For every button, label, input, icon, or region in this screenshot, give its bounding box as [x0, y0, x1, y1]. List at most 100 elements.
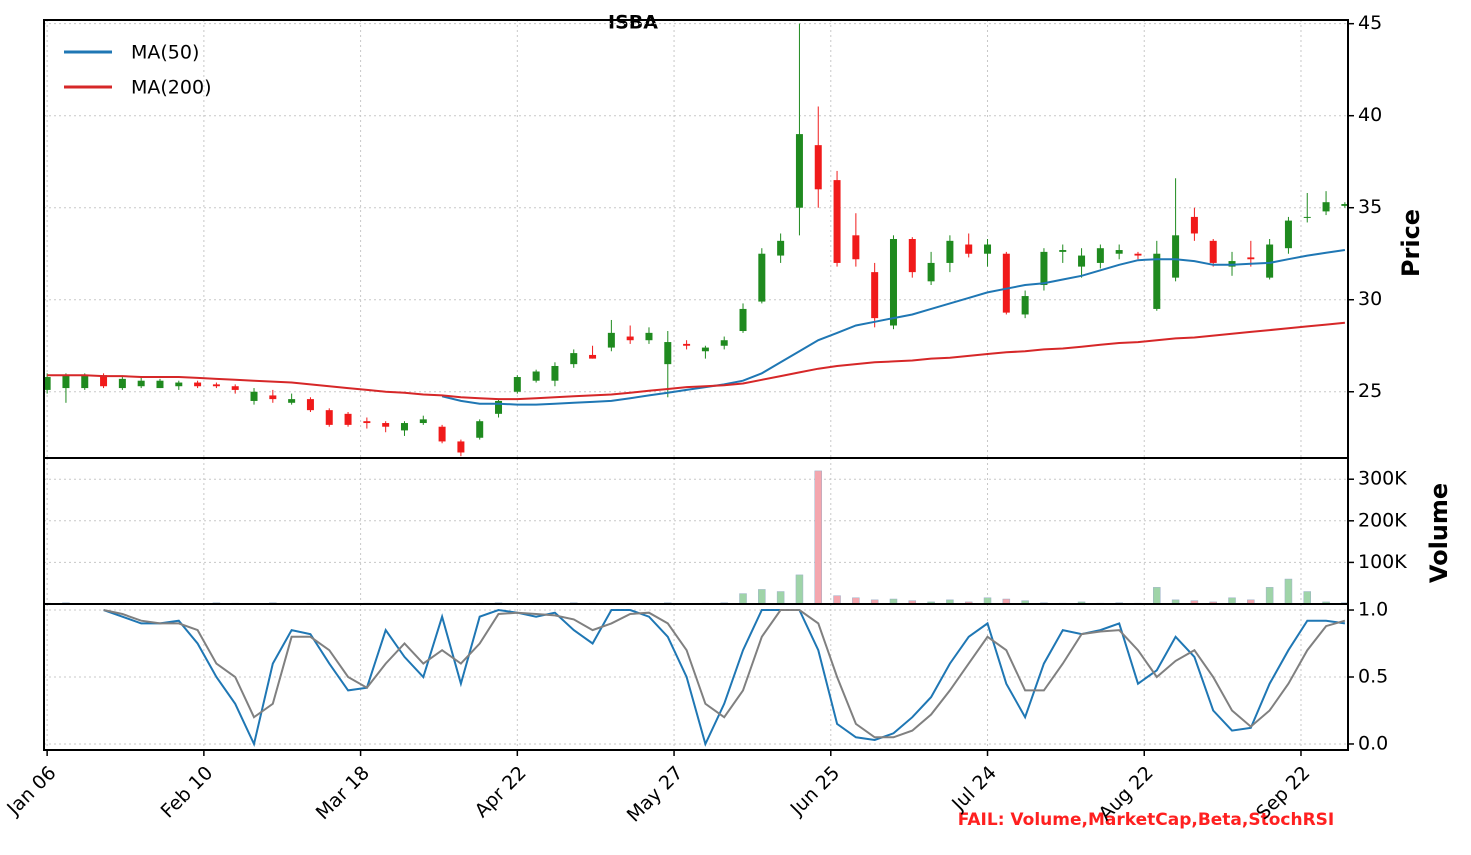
- y-tick-label: 35: [1358, 196, 1382, 218]
- x-tick-label: May 27: [623, 762, 688, 827]
- volume-bar: [758, 589, 766, 605]
- candle-body: [137, 380, 145, 387]
- y-tick-label: 200K: [1358, 509, 1407, 531]
- candle-body: [344, 413, 352, 425]
- candle-body: [156, 380, 164, 389]
- x-tick-label: Jan 06: [2, 762, 60, 820]
- line-series: [103, 609, 1346, 739]
- candle-body: [795, 134, 803, 208]
- y-tick-label: 40: [1358, 104, 1382, 126]
- annotation: FAIL: Volume,MarketCap,Beta,StochRSI: [958, 810, 1335, 830]
- candle-body: [495, 400, 503, 414]
- y-tick-label: 0.5: [1358, 666, 1388, 688]
- line-series: [47, 321, 1346, 401]
- x-tick-label: Apr 22: [471, 762, 531, 822]
- candle-body: [1002, 253, 1010, 313]
- y-tick-label: 1.0: [1358, 599, 1388, 621]
- x-tick-label: Mar 18: [312, 762, 374, 824]
- line-series: [441, 249, 1346, 406]
- candle-body: [1134, 253, 1142, 256]
- candle-body: [118, 378, 126, 389]
- candle-body: [325, 410, 333, 425]
- candle-body: [701, 347, 709, 352]
- candle-body: [1341, 204, 1349, 206]
- candle-body: [965, 244, 973, 254]
- candle-body: [438, 426, 446, 442]
- x-tick-label: Jul 24: [947, 762, 1001, 816]
- legend-label: MA(50): [131, 42, 199, 64]
- y-tick-label: 300K: [1358, 468, 1407, 490]
- candle-body: [288, 399, 296, 403]
- panel-frame: [43, 457, 1349, 605]
- candle-body: [833, 180, 841, 263]
- candle-body: [1172, 235, 1180, 278]
- y-tick-label: 100K: [1358, 551, 1407, 573]
- candle-body: [1078, 255, 1086, 267]
- candle-body: [419, 419, 427, 424]
- candle-body: [363, 421, 371, 424]
- candle-body: [1059, 250, 1067, 252]
- volume-bar: [776, 591, 785, 605]
- volume-bar: [1284, 578, 1293, 605]
- candle-body: [570, 353, 578, 365]
- y-tick-label: 45: [1358, 12, 1382, 34]
- candle-body: [1153, 253, 1161, 309]
- y-axis-label: Price: [1397, 209, 1425, 277]
- line-series: [103, 608, 1346, 748]
- candle-body: [100, 375, 108, 387]
- y-tick-label: 0.0: [1358, 732, 1388, 754]
- candle-body: [739, 308, 747, 332]
- candle-body: [1284, 220, 1292, 249]
- candle-body: [984, 244, 992, 254]
- candle-body: [194, 382, 202, 387]
- candle-body: [758, 253, 766, 302]
- candle-body: [1021, 296, 1029, 315]
- volume-bar: [833, 595, 841, 605]
- candle-body: [777, 240, 785, 256]
- volume-bar: [739, 593, 747, 605]
- candle-body: [626, 336, 634, 341]
- candle-body: [946, 240, 954, 263]
- candle-body: [62, 375, 70, 389]
- candle-body: [852, 235, 860, 260]
- candle-body: [683, 343, 691, 346]
- candle-body: [457, 441, 465, 453]
- candle-body: [513, 377, 521, 392]
- candle-body: [382, 423, 390, 427]
- candle-body: [1209, 240, 1217, 263]
- candle-body: [607, 332, 615, 348]
- candle-body: [889, 239, 897, 326]
- candle-body: [645, 332, 653, 341]
- candle-body: [1322, 202, 1330, 212]
- candle-body: [927, 262, 935, 282]
- volume-bar: [1303, 591, 1311, 605]
- candle-body: [664, 342, 672, 365]
- candle-body: [871, 272, 879, 319]
- y-tick-label: 30: [1358, 288, 1382, 310]
- y-axis-label: Volume: [1425, 483, 1453, 583]
- candle-body: [1096, 248, 1104, 263]
- candle-body: [43, 377, 51, 390]
- candle-body: [814, 145, 822, 190]
- legend-label: MA(200): [131, 77, 211, 99]
- candle-body: [908, 239, 916, 273]
- volume-bar: [1265, 587, 1274, 605]
- candle-body: [400, 423, 408, 431]
- volume-bar: [795, 574, 804, 605]
- candle-body: [306, 399, 314, 411]
- candle-body: [720, 340, 728, 346]
- candle-body: [1115, 250, 1123, 254]
- candle-body: [532, 371, 540, 381]
- candle-body: [1266, 244, 1274, 278]
- volume-bar: [1153, 587, 1161, 605]
- panel-frame: [43, 19, 1349, 459]
- chart-title: ISBA: [608, 12, 658, 34]
- candle-body: [175, 382, 183, 387]
- candle-body: [250, 391, 258, 401]
- x-tick-label: Feb 10: [157, 762, 218, 823]
- candle-body: [1040, 251, 1048, 286]
- candle-body: [1303, 216, 1311, 218]
- candle-body: [231, 386, 239, 390]
- candle-body: [551, 365, 559, 381]
